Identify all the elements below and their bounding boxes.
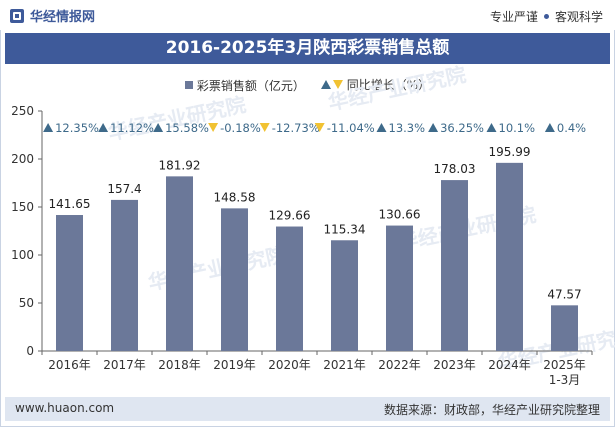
chart-title: 2016-2025年3月陕西彩票销售总额: [5, 33, 610, 64]
triangle-up-icon: [43, 123, 54, 132]
bar: [551, 305, 578, 351]
bar-value-label: 129.66: [269, 209, 311, 223]
x-category-label: 2020年: [268, 358, 311, 372]
footer: www.huaon.com 数据来源：财政部，华经产业研究院整理: [5, 397, 610, 421]
triangle-down-icon: [332, 80, 343, 89]
y-tick-label: 50: [19, 296, 34, 310]
triangle-up-icon: [153, 123, 164, 132]
growth-label: -11.04%: [327, 121, 375, 135]
watermark-text-0: 华经产业研究院: [106, 92, 248, 145]
triangle-up-icon: [428, 123, 439, 132]
bar-value-label: 141.65: [49, 197, 91, 211]
triangle-up-icon: [544, 123, 555, 132]
footer-url: www.huaon.com: [15, 401, 115, 415]
y-tick-label: 150: [11, 200, 34, 214]
triangle-up-icon: [320, 80, 331, 89]
triangle-down-icon: [208, 123, 219, 132]
legend-item-sales: 彩票销售额（亿元）: [184, 77, 305, 94]
growth-label: 36.25%: [440, 121, 484, 135]
legend-growth-label: 同比增长（%）: [346, 78, 431, 92]
logo-icon: [10, 8, 24, 23]
x-category-label: 2016年: [48, 358, 91, 372]
footer-source: 数据来源：财政部，华经产业研究院整理: [383, 403, 600, 417]
x-category-label: 2024年: [488, 358, 531, 372]
bar: [56, 215, 83, 351]
bar-value-label: 47.57: [547, 287, 581, 301]
growth-label: 12.35%: [55, 121, 99, 135]
logo: 华经情报网: [10, 7, 96, 25]
slogan: 专业严谨 客观科学: [490, 8, 603, 25]
bar: [221, 208, 248, 351]
x-category-label: 2022年: [378, 358, 421, 372]
slogan-left: 专业严谨: [489, 10, 538, 24]
growth-label: 10.1%: [499, 121, 536, 135]
logo-text: 华经情报网: [30, 10, 96, 25]
bar: [111, 199, 138, 351]
x-category-label: 2019年: [213, 358, 256, 372]
bar: [331, 240, 358, 351]
growth-label: 0.4%: [557, 121, 586, 135]
bar: [166, 176, 193, 351]
dot-icon: [543, 14, 549, 19]
x-category-label: 2017年: [103, 358, 146, 372]
bar-value-label: 195.99: [489, 145, 531, 159]
bar-value-label: 130.66: [379, 208, 421, 222]
x-category-label: 2018年: [158, 358, 201, 372]
bar-value-label: 148.58: [214, 190, 256, 204]
y-tick-label: 250: [11, 104, 34, 118]
triangle-down-icon: [259, 123, 270, 132]
bar-value-label: 157.4: [107, 182, 141, 196]
value-labels: 141.65 157.4 181.92 148.58 129.66 115.34 130.6…: [49, 145, 582, 301]
triangle-up-icon: [98, 123, 109, 132]
y-tick-label: 200: [11, 152, 34, 166]
growth-label: 13.3%: [389, 121, 426, 135]
x-category-label: 2021年: [323, 358, 366, 372]
legend: 彩票销售额（亿元） 同比增长（%）: [0, 76, 615, 94]
y-tick-label: 0: [26, 344, 34, 358]
bar-value-label: 178.03: [434, 162, 476, 176]
watermark-text-1: 华经产业研究院: [326, 62, 468, 115]
slogan-right: 客观科学: [554, 10, 603, 24]
top-bar: 华经情报网 专业严谨 客观科学: [0, 0, 615, 30]
bar: [441, 180, 468, 351]
growth-row: 12.35% 11.12% 15.58% -0.18% -12.73% -11.04% 13…: [43, 121, 586, 135]
bar-value-label: 181.92: [159, 158, 201, 172]
legend-item-growth: 同比增长（%）: [320, 76, 431, 93]
bar: [276, 226, 303, 351]
growth-label: -12.73%: [272, 121, 320, 135]
legend-sales-label: 彩票销售额（亿元）: [196, 78, 305, 93]
bar: [386, 225, 413, 351]
x-category-label: 2023年: [433, 358, 476, 372]
bars: [56, 162, 578, 351]
triangle-up-icon: [376, 123, 387, 132]
bar-value-label: 115.34: [324, 222, 366, 236]
bar: [496, 162, 523, 351]
bar-swatch-icon: [184, 81, 193, 89]
y-tick-label: 100: [11, 248, 34, 262]
triangle-down-icon: [314, 123, 325, 132]
triangle-up-icon: [486, 123, 497, 132]
x-axis-labels: 2016年 2017年 2018年 2019年 2020年 2021年 2022年 2023年…: [48, 358, 586, 387]
growth-label: 15.58%: [165, 121, 209, 135]
growth-label: 11.12%: [110, 121, 154, 135]
growth-label: -0.18%: [220, 121, 261, 135]
x-category-label: 2025年 1-3月: [543, 358, 586, 387]
